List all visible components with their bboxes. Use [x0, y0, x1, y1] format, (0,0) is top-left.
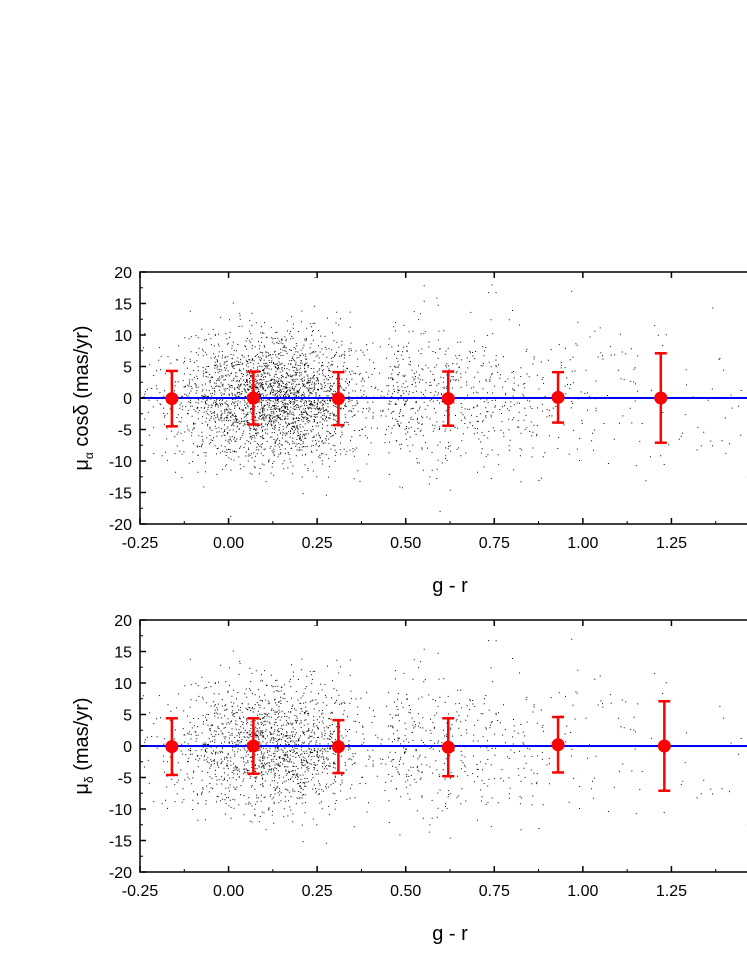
errorbar-point	[165, 369, 179, 428]
scatter-cloud	[142, 625, 747, 844]
errorbar-point	[654, 352, 668, 444]
x-tick-label: 1.25	[656, 535, 687, 552]
x-tick-label: 0.25	[302, 535, 333, 552]
y-axis-subscript: δ	[82, 776, 96, 783]
x-tick-label: 0.00	[213, 535, 244, 552]
x-tick-label: 0.00	[213, 883, 244, 900]
x-tick-label: 1.00	[567, 535, 598, 552]
x-tick-label: 0.50	[390, 535, 421, 552]
y-tick-label: 20	[114, 265, 132, 282]
y-tick-label: -10	[109, 802, 132, 819]
x-tick-label: 0.75	[479, 883, 510, 900]
mean-marker	[657, 739, 671, 753]
x-tick-label: -0.25	[122, 883, 159, 900]
mean-marker	[246, 739, 260, 753]
bottom-panel: -0.250.000.250.500.751.001.251. 20151050…	[71, 613, 747, 945]
mean-marker	[165, 392, 179, 406]
y-tick-label: -5	[118, 771, 132, 788]
x-tick-labels: -0.250.000.250.500.751.001.251.	[122, 883, 687, 900]
errorbar-point	[246, 717, 260, 775]
y-axis-rest: cosδ (mas/yr)	[71, 325, 93, 452]
y-tick-label: 10	[114, 328, 132, 345]
mean-marker	[331, 392, 345, 406]
mean-marker	[441, 392, 455, 406]
y-axis-title: μδ (mas/yr)	[71, 697, 96, 794]
y-tick-label: -15	[109, 486, 132, 503]
x-tick-label: 1.25	[656, 883, 687, 900]
y-tick-label: -20	[109, 865, 132, 882]
errorbar-point	[165, 717, 179, 777]
mean-marker	[246, 391, 260, 405]
y-tick-label: -10	[109, 454, 132, 471]
x-tick-label: 0.25	[302, 883, 333, 900]
scatter-points	[142, 625, 747, 844]
scatter-cloud	[142, 277, 747, 517]
y-tick-label: -5	[118, 423, 132, 440]
axis-ticks	[139, 271, 717, 525]
mean-marker	[331, 740, 345, 754]
y-tick-label: 15	[114, 645, 132, 662]
y-tick-label: 15	[114, 297, 132, 314]
errorbar-point	[331, 718, 345, 775]
y-tick-label: 5	[123, 360, 132, 377]
errorbar-point	[331, 370, 345, 427]
y-tick-label: 0	[123, 739, 132, 756]
errorbar-point	[441, 370, 455, 427]
y-axis-symbol: μ	[71, 783, 93, 795]
mean-marker	[165, 740, 179, 754]
y-axis-title: μα cosδ (mas/yr)	[71, 325, 96, 470]
mean-marker	[551, 390, 565, 404]
x-tick-labels: -0.250.000.250.500.751.001.251.	[122, 535, 687, 552]
y-tick-label: 20	[114, 613, 132, 630]
y-tick-label: -20	[109, 517, 132, 534]
mean-marker	[441, 740, 455, 754]
binned-errorbars	[165, 352, 668, 444]
mean-marker	[654, 391, 668, 405]
errorbar-point	[657, 700, 671, 792]
errorbar-point	[441, 717, 455, 778]
binned-errorbars	[165, 700, 671, 792]
errorbar-point	[551, 715, 565, 774]
y-tick-labels: 20 15 10 5 0 -5 -10 -15 -20	[109, 265, 132, 534]
y-axis-rest: (mas/yr)	[71, 697, 93, 776]
x-tick-label: 1.00	[567, 883, 598, 900]
mean-marker	[551, 738, 565, 752]
y-tick-label: 5	[123, 708, 132, 725]
x-tick-label: 0.75	[479, 535, 510, 552]
errorbar-point	[551, 370, 565, 424]
x-tick-label: 0.50	[390, 883, 421, 900]
x-axis-title: g - r	[432, 923, 468, 945]
axis-ticks	[139, 619, 717, 873]
scatter-points	[142, 277, 747, 517]
y-tick-label: -15	[109, 834, 132, 851]
y-tick-labels: 20 15 10 5 0 -5 -10 -15 -20	[109, 613, 132, 882]
top-panel: -0.250.000.250.500.751.001.251. 20151050…	[71, 265, 747, 597]
x-tick-label: -0.25	[122, 535, 159, 552]
y-tick-label: 10	[114, 676, 132, 693]
errorbar-point	[246, 370, 260, 426]
y-axis-symbol: μ	[71, 459, 93, 471]
y-axis-subscript: α	[82, 452, 96, 459]
x-axis-title: g - r	[432, 575, 468, 597]
y-tick-label: 0	[123, 391, 132, 408]
